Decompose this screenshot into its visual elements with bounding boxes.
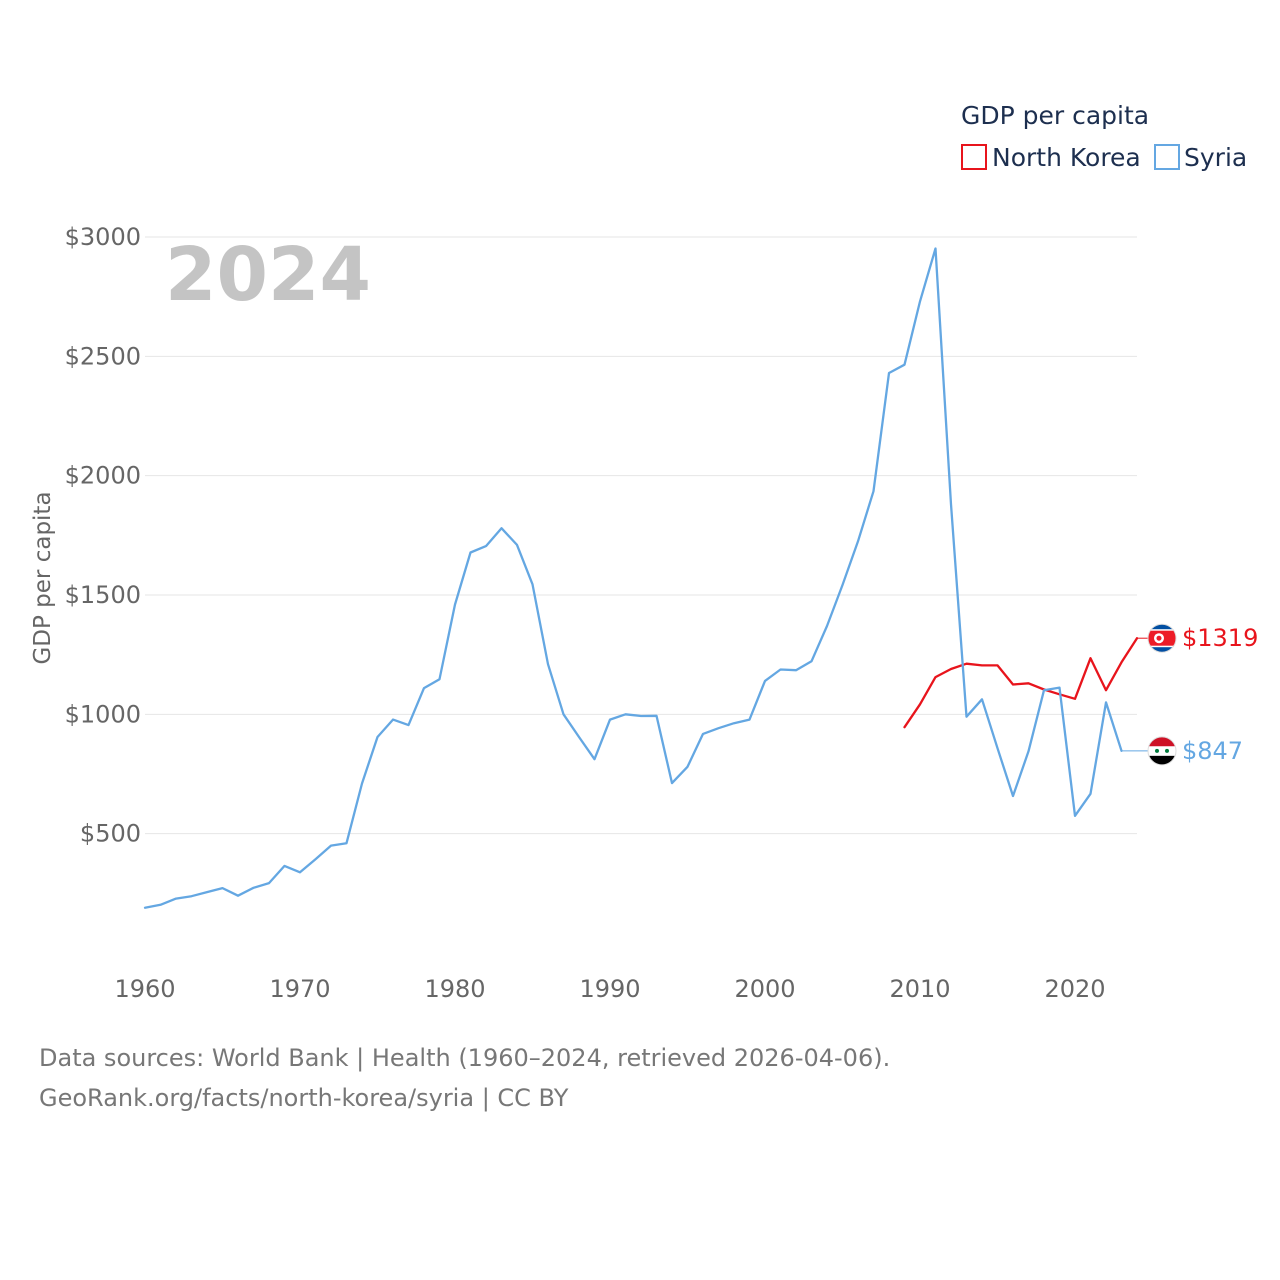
legend-label-north-korea[interactable]: North Korea [992, 143, 1141, 172]
footer-sources: Data sources: World Bank | Health (1960–… [39, 1044, 891, 1072]
y-axis-title: GDP per capita [30, 491, 56, 664]
year-watermark: 2024 [165, 232, 371, 318]
x-tick-label: 1970 [269, 975, 330, 1003]
x-axis: 1960 1970 1980 1990 2000 2010 2020 [114, 975, 1105, 1003]
y-tick-label: $3000 [65, 223, 141, 251]
y-tick-label: $2000 [65, 462, 141, 490]
series-lines [143, 247, 1139, 909]
y-tick-label: $500 [80, 820, 141, 848]
x-tick-label: 2010 [889, 975, 950, 1003]
y-tick-label: $1500 [65, 581, 141, 609]
legend-swatch-north-korea[interactable] [961, 144, 987, 170]
end-label-syria: $847 [1182, 737, 1243, 765]
x-tick-label: 1960 [114, 975, 175, 1003]
legend-label-syria[interactable]: Syria [1184, 143, 1247, 172]
series-line-north-korea[interactable] [903, 637, 1139, 729]
end-label-north-korea: $1319 [1182, 624, 1258, 652]
y-tick-label: $2500 [65, 342, 141, 370]
y-tick-label: $1000 [65, 700, 141, 728]
footer-attribution: GeoRank.org/facts/north-korea/syria | CC… [39, 1084, 569, 1112]
series-line-syria[interactable] [143, 247, 1123, 909]
legend-title: GDP per capita [961, 101, 1149, 130]
syria-flag-icon [1147, 736, 1177, 766]
series-end-labels: $1319 $847 [1121, 623, 1258, 766]
legend-swatch-syria[interactable] [1154, 144, 1180, 170]
x-tick-label: 1980 [424, 975, 485, 1003]
north-korea-flag-icon [1147, 623, 1177, 653]
x-tick-label: 2020 [1044, 975, 1105, 1003]
x-tick-label: 1990 [579, 975, 640, 1003]
y-axis: $3000 $2500 $2000 $1500 $1000 $500 [65, 223, 141, 848]
grid-lines [145, 236, 1137, 835]
x-tick-label: 2000 [734, 975, 795, 1003]
legend: GDP per capita North Korea Syria [961, 101, 1247, 172]
